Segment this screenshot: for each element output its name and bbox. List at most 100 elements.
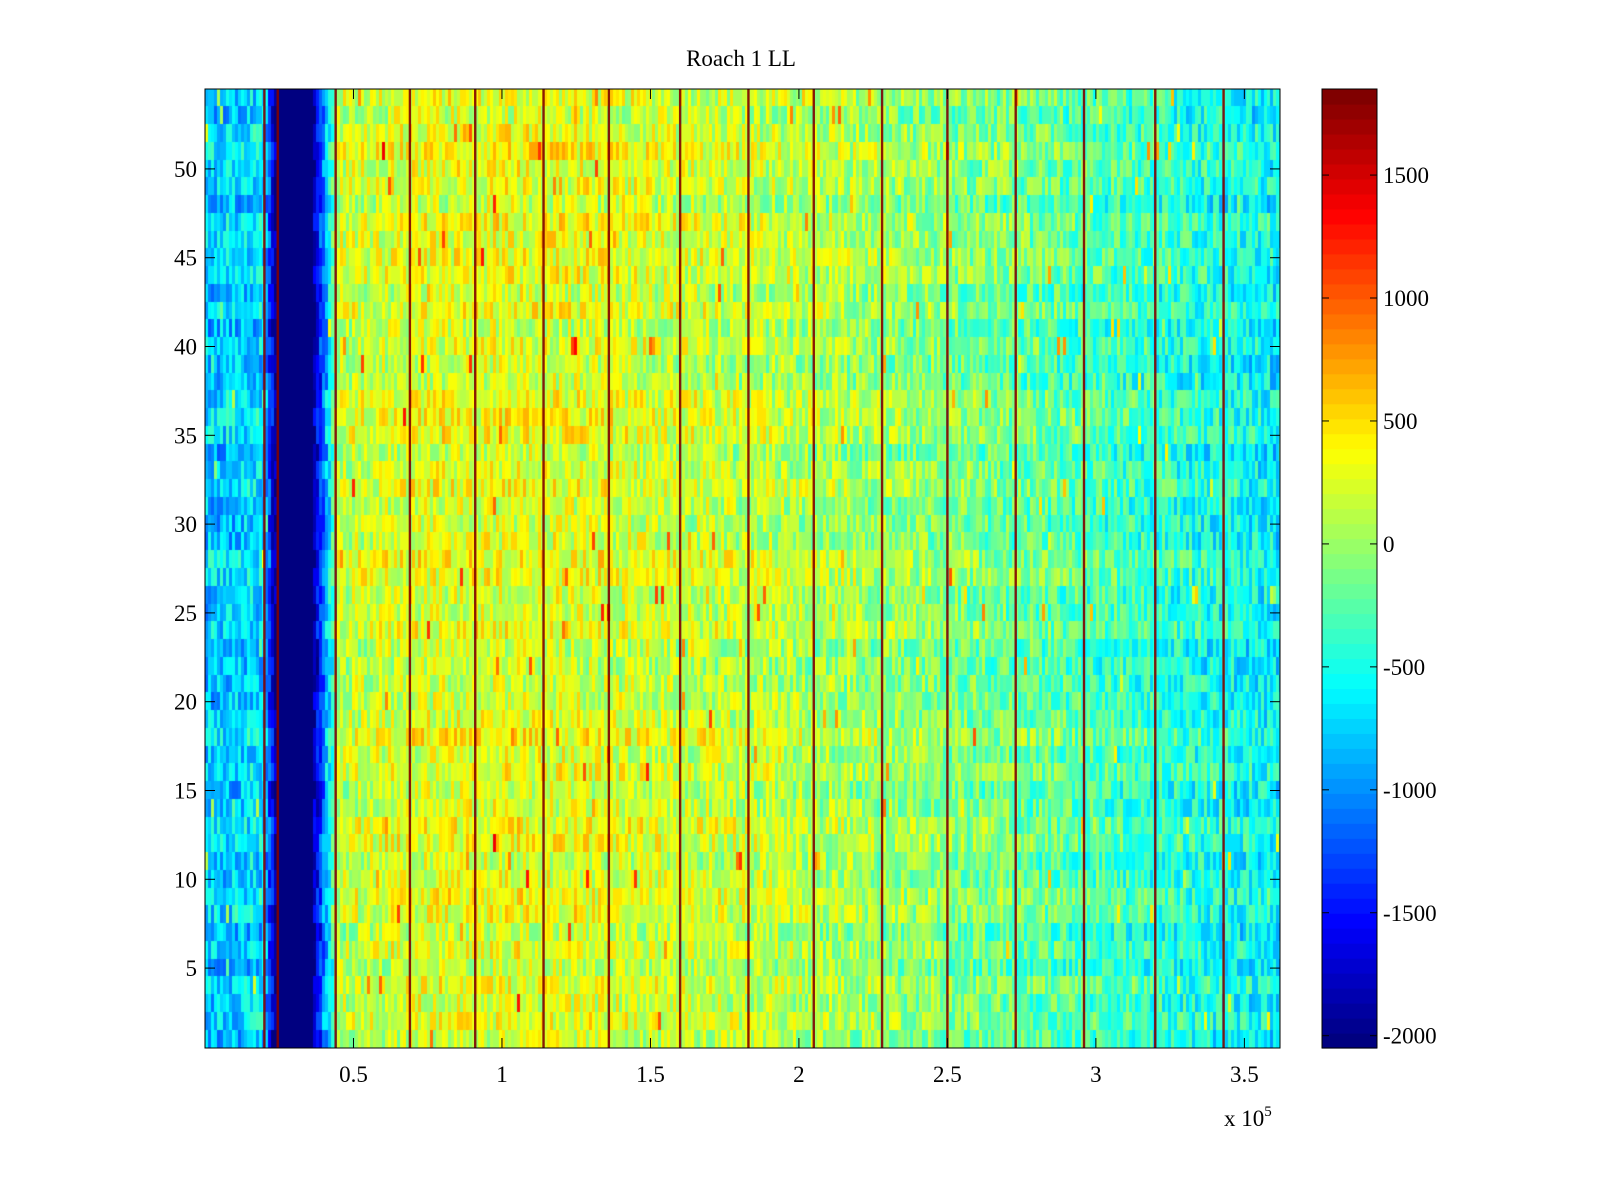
colorbar-segment (1322, 793, 1377, 809)
colorbar-segment (1322, 433, 1377, 450)
colorbar-segment (1322, 553, 1377, 570)
colorbar-segment (1322, 388, 1377, 405)
colorbar-segment (1322, 658, 1377, 674)
colorbar-axis: -2000 -1500 -1000 -500 0 500 1000 1500 (1322, 163, 1437, 1049)
spike-line (1014, 89, 1017, 1048)
colorbar-segment (1322, 193, 1377, 210)
y-tick-label: 30 (174, 512, 197, 537)
colorbar-frame (1321, 88, 1378, 1049)
spike-line (408, 89, 412, 1048)
colorbar-segment (1322, 268, 1377, 285)
colorbar-segment (1322, 868, 1377, 884)
x-tick-label: 3.5 (1230, 1062, 1259, 1087)
spike-line (1154, 89, 1157, 1048)
colorbar-segment (1322, 748, 1377, 764)
colorbar-segment (1322, 958, 1377, 974)
colorbar-tick-label: 1000 (1383, 286, 1429, 311)
spike-line (812, 89, 815, 1048)
spike-line (880, 89, 884, 1048)
colorbar-segment (1322, 343, 1377, 360)
colorbar-tick-label: -500 (1383, 655, 1425, 680)
spike-line (946, 89, 949, 1048)
spike-line (747, 89, 750, 1048)
colorbar-segment (1322, 898, 1377, 914)
y-tick-label: 15 (174, 778, 197, 803)
colorbar (1322, 89, 1377, 1049)
colorbar-tick-label: 500 (1383, 409, 1418, 434)
spike-line (276, 89, 279, 1048)
colorbar-segment (1322, 778, 1377, 794)
colorbar-segment (1322, 1033, 1377, 1049)
colorbar-segment (1322, 928, 1377, 944)
colorbar-segment (1322, 418, 1377, 435)
heatmap-plot-area (205, 89, 1280, 1048)
colorbar-segment (1322, 628, 1377, 645)
colorbar-segment (1322, 89, 1377, 105)
colorbar-segment (1322, 223, 1377, 240)
spike-line (607, 89, 611, 1048)
colorbar-segment (1322, 358, 1377, 375)
colorbar-segment (1322, 133, 1377, 150)
colorbar-segment (1322, 688, 1377, 704)
spike-line (334, 89, 337, 1048)
spike-line (1082, 89, 1086, 1048)
x-tick-label: 1.5 (636, 1062, 665, 1087)
colorbar-segment (1322, 163, 1377, 180)
colorbar-segment (1322, 1003, 1377, 1019)
colorbar-segment (1322, 148, 1377, 165)
colorbar-segment (1322, 838, 1377, 854)
colorbar-tick-label: -1000 (1383, 778, 1437, 803)
y-tick-label: 20 (174, 690, 197, 715)
colorbar-segment (1322, 733, 1377, 749)
colorbar-segment (1322, 403, 1377, 420)
colorbar-segment (1322, 973, 1377, 989)
spike-line (1222, 89, 1225, 1048)
colorbar-segment (1322, 178, 1377, 195)
y-tick-label: 50 (174, 157, 197, 182)
x-tick-label: 0.5 (339, 1062, 368, 1087)
y-tick-label: 45 (174, 246, 197, 271)
colorbar-tick-label: 1500 (1383, 163, 1429, 188)
y-axis: 5 10 15 20 25 30 35 40 45 50 (174, 157, 1280, 981)
x-tick-label: 2.5 (933, 1062, 962, 1087)
colorbar-segment (1322, 883, 1377, 899)
colorbar-segment (1322, 808, 1377, 824)
colorbar-segment (1322, 613, 1377, 630)
colorbar-segment (1322, 238, 1377, 255)
y-tick-label: 5 (186, 956, 198, 981)
x-tick-label: 3 (1090, 1062, 1102, 1087)
colorbar-segment (1322, 1018, 1377, 1034)
colorbar-segment (1322, 913, 1377, 929)
colorbar-segment (1322, 763, 1377, 779)
colorbar-segment (1322, 823, 1377, 839)
colorbar-segment (1322, 313, 1377, 330)
colorbar-segment (1322, 493, 1377, 510)
y-tick-label: 10 (174, 867, 197, 892)
heatmap-image (205, 89, 1280, 1048)
colorbar-segment (1322, 463, 1377, 480)
colorbar-segment (1322, 598, 1377, 615)
x-axis-multiplier: x 105 (1224, 1104, 1272, 1131)
colorbar-segment (1322, 508, 1377, 525)
colorbar-segment (1322, 523, 1377, 540)
colorbar-segment (1322, 538, 1377, 555)
colorbar-segment (1322, 988, 1377, 1004)
colorbar-segment (1322, 118, 1377, 135)
colorbar-segment (1322, 583, 1377, 600)
chart-title: Roach 1 LL (686, 46, 796, 71)
spike-line (474, 89, 477, 1048)
plot-frame (204, 88, 1281, 1049)
spike-line (263, 89, 266, 1048)
colorbar-segment (1322, 253, 1377, 270)
x-tick-label: 1 (496, 1062, 508, 1087)
y-tick-label: 25 (174, 601, 197, 626)
y-tick-label: 35 (174, 423, 197, 448)
spike-line (542, 89, 545, 1048)
colorbar-segment (1322, 703, 1377, 719)
colorbar-segment (1322, 373, 1377, 390)
x-axis: 0.5 1 1.5 2 2.5 3 3.5 (339, 89, 1259, 1087)
colorbar-segment (1322, 103, 1377, 120)
spike-line (678, 89, 682, 1048)
colorbar-segment (1322, 448, 1377, 465)
